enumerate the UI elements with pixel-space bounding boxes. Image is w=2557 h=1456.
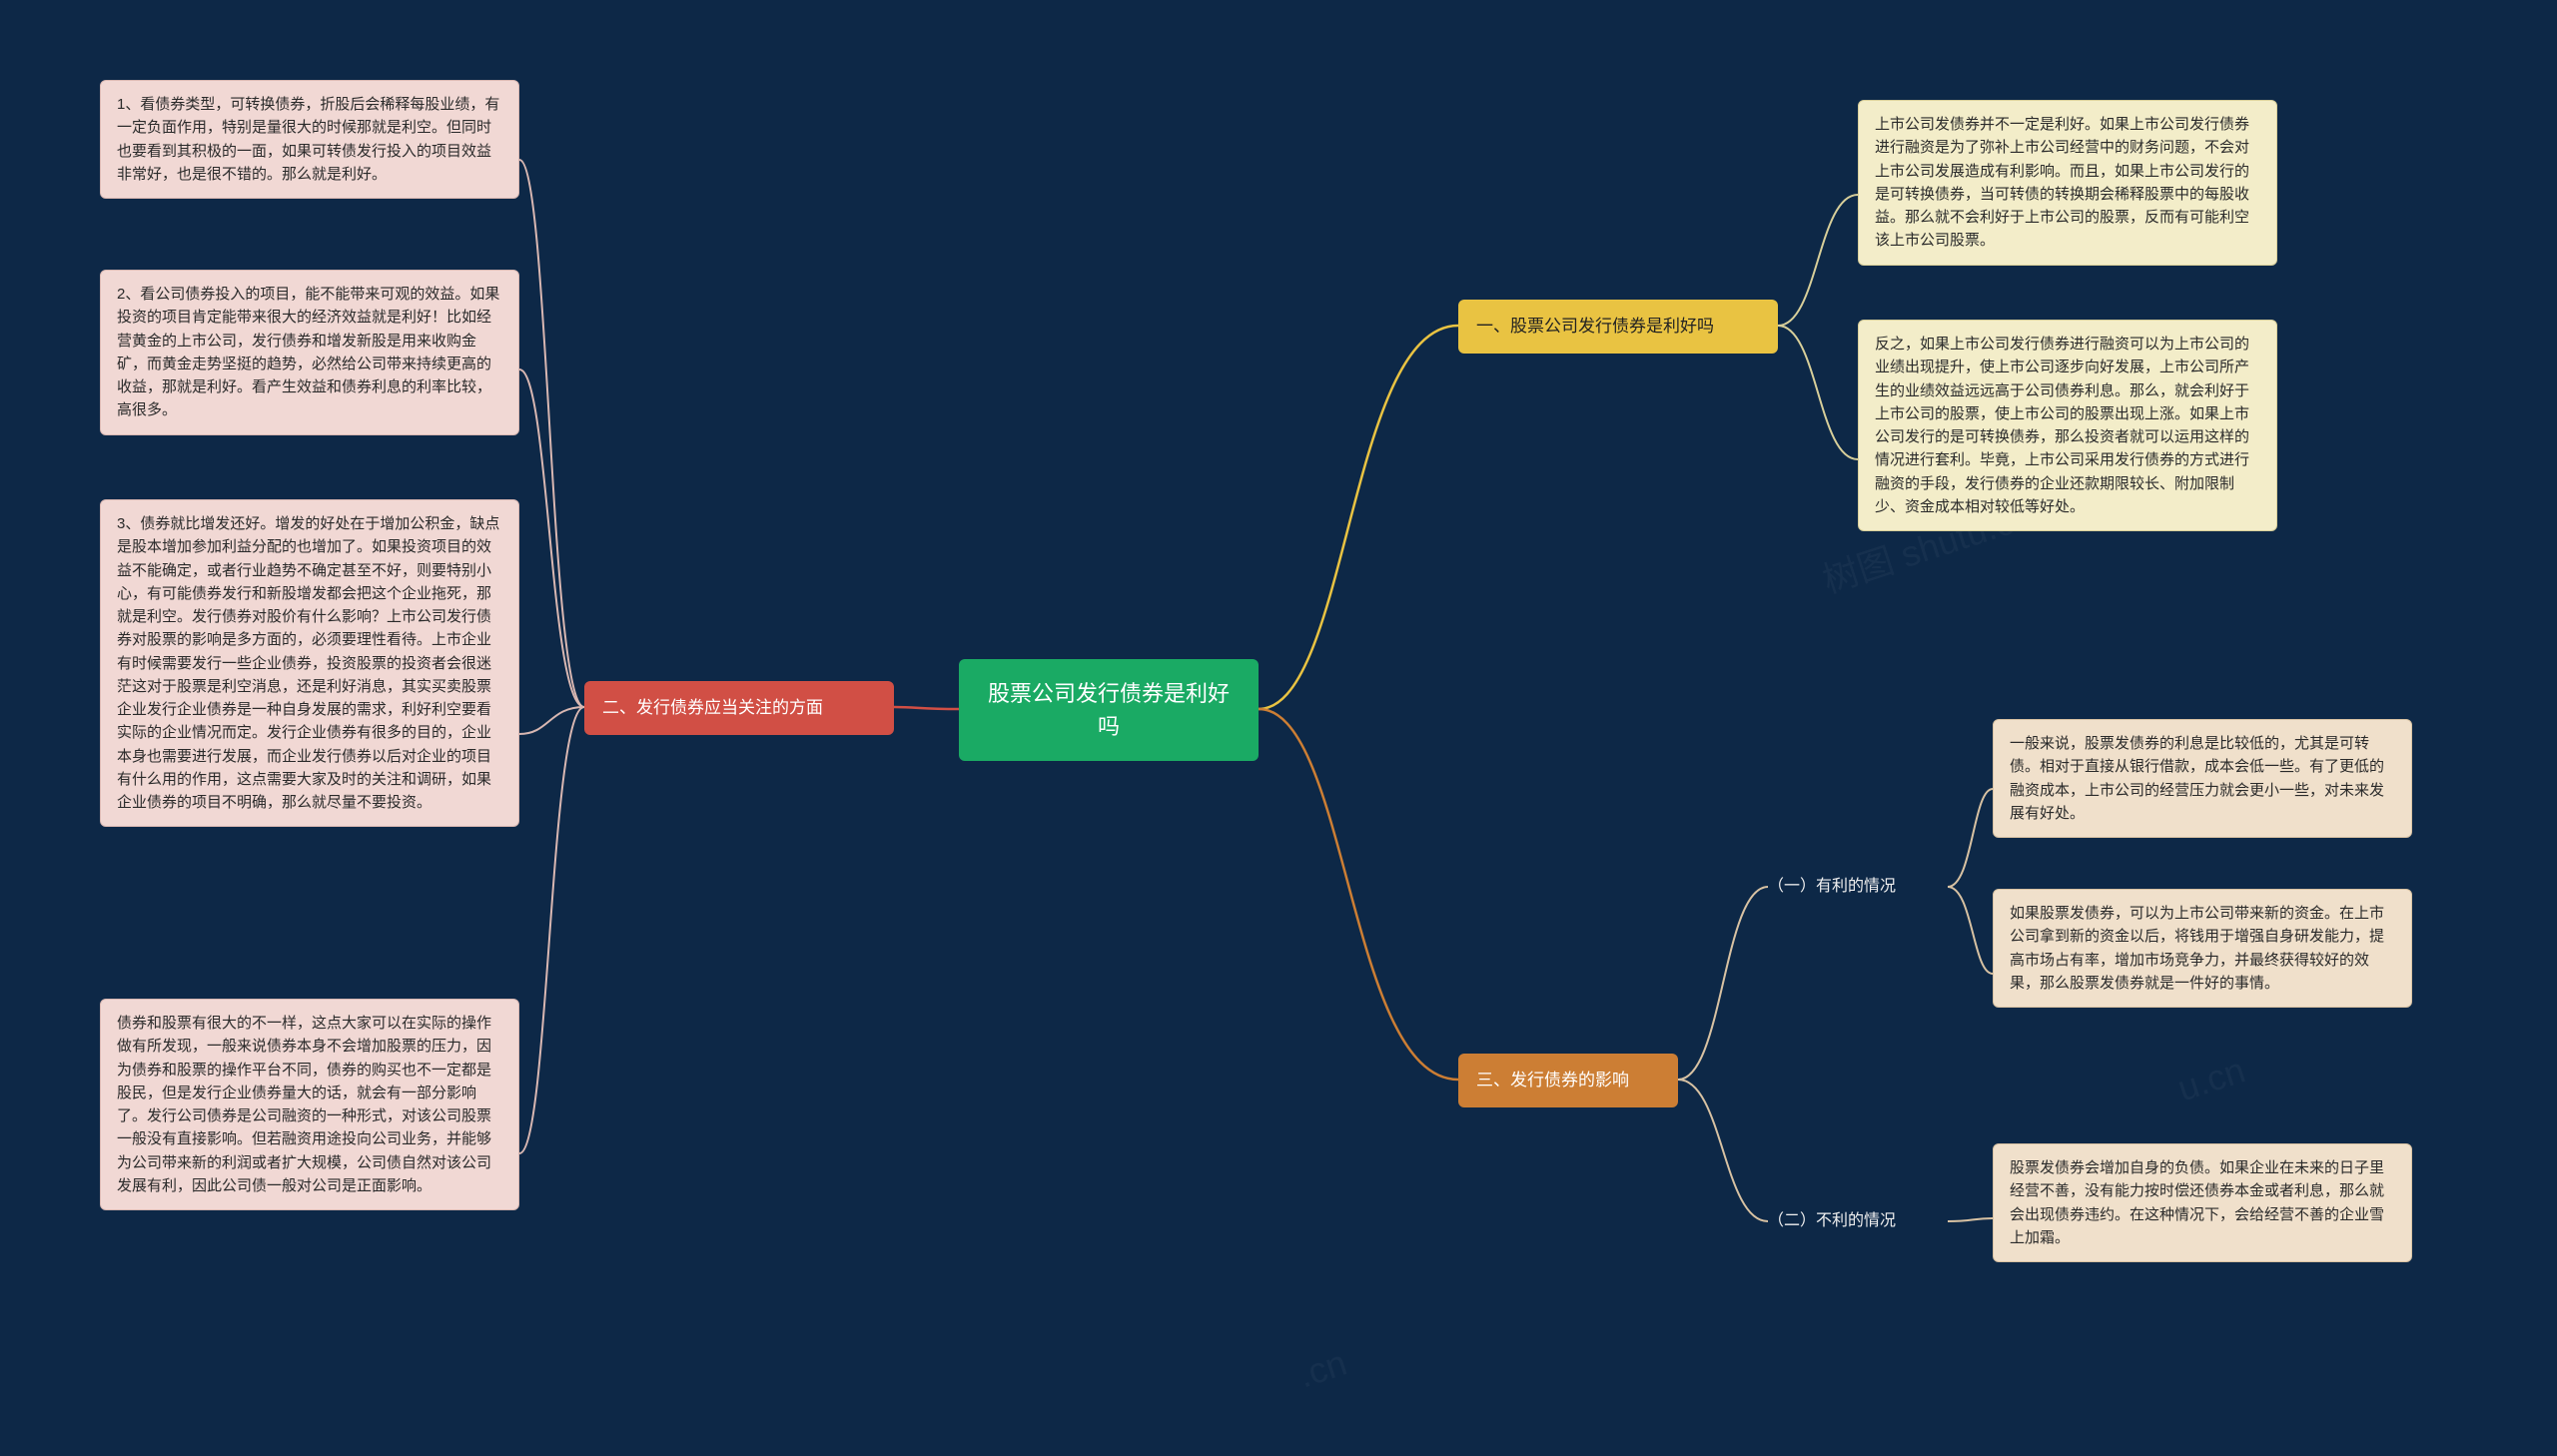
leaf-one-1[interactable]: 反之，如果上市公司发行债券进行融资可以为上市公司的业绩出现提升，使上市公司逐步向… xyxy=(1858,320,2277,531)
leaf-two-1[interactable]: 2、看公司债券投入的项目，能不能带来可观的效益。如果投资的项目肯定能带来很大的经… xyxy=(100,270,519,435)
leaf-two-3[interactable]: 债券和股票有很大的不一样，这点大家可以在实际的操作做有所发现，一般来说债券本身不… xyxy=(100,999,519,1210)
branch-two[interactable]: 二、发行债券应当关注的方面 xyxy=(584,681,894,735)
leaf-fav-0[interactable]: 一般来说，股票发债券的利息是比较低的，尤其是可转债。相对于直接从银行借款，成本会… xyxy=(1993,719,2412,838)
leaf-two-0[interactable]: 1、看债券类型，可转换债券，折股后会稀释每股业绩，有一定负面作用，特别是量很大的… xyxy=(100,80,519,199)
branch-one[interactable]: 一、股票公司发行债券是利好吗 xyxy=(1458,300,1778,354)
watermark: .cn xyxy=(1293,1342,1352,1397)
sub-favorable[interactable]: （一）有利的情况 xyxy=(1768,869,1948,906)
leaf-unfav-0[interactable]: 股票发债券会增加自身的负债。如果企业在未来的日子里经营不善，没有能力按时偿还债券… xyxy=(1993,1143,2412,1262)
sub-unfavorable[interactable]: （二）不利的情况 xyxy=(1768,1203,1948,1240)
branch-three[interactable]: 三、发行债券的影响 xyxy=(1458,1054,1678,1107)
root-node[interactable]: 股票公司发行债券是利好吗 xyxy=(959,659,1259,761)
leaf-one-0[interactable]: 上市公司发债券并不一定是利好。如果上市公司发行债券进行融资是为了弥补上市公司经营… xyxy=(1858,100,2277,266)
watermark: u.cn xyxy=(2172,1050,2250,1110)
leaf-fav-1[interactable]: 如果股票发债券，可以为上市公司带来新的资金。在上市公司拿到新的资金以后，将钱用于… xyxy=(1993,889,2412,1008)
leaf-two-2[interactable]: 3、债券就比增发还好。增发的好处在于增加公积金，缺点是股本增加参加利益分配的也增… xyxy=(100,499,519,827)
